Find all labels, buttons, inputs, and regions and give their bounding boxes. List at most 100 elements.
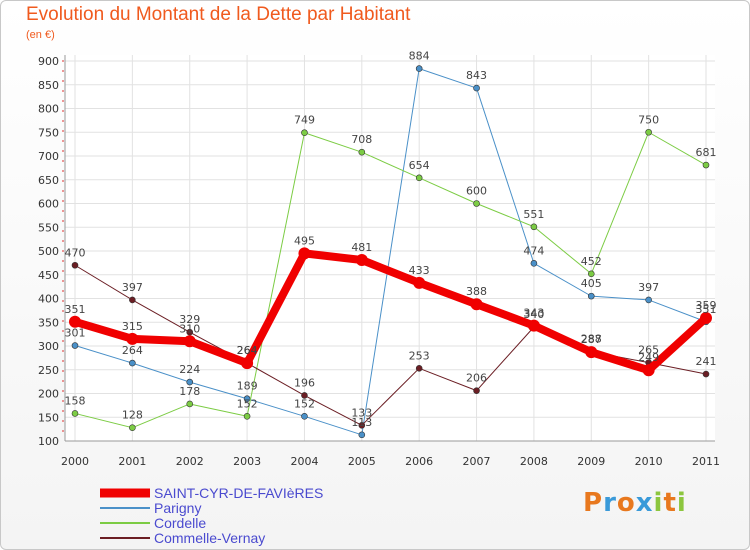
data-label: 310 bbox=[179, 322, 200, 335]
data-point bbox=[413, 276, 426, 289]
data-point bbox=[301, 412, 308, 420]
data-label: 253 bbox=[409, 349, 430, 362]
x-tick-label: 2009 bbox=[577, 455, 605, 468]
data-point bbox=[587, 292, 595, 300]
y-tick-label: 300 bbox=[38, 340, 59, 353]
series-line bbox=[74, 68, 707, 436]
data-point bbox=[645, 128, 652, 136]
data-point bbox=[129, 359, 136, 367]
data-label: 397 bbox=[638, 281, 659, 294]
legend-label: Parigny bbox=[154, 500, 201, 516]
y-tick-label: 550 bbox=[38, 221, 59, 234]
data-label: 264 bbox=[237, 344, 258, 357]
data-label: 113 bbox=[351, 416, 372, 429]
data-label: 178 bbox=[179, 385, 200, 398]
y-tick-label: 400 bbox=[38, 293, 59, 306]
data-point bbox=[585, 346, 598, 359]
logo-letter: P bbox=[583, 488, 604, 518]
data-label: 452 bbox=[581, 255, 602, 268]
data-label: 264 bbox=[237, 344, 258, 357]
data-label: 600 bbox=[466, 185, 487, 198]
x-tick-label: 2006 bbox=[405, 455, 433, 468]
data-point bbox=[186, 400, 194, 408]
data-point bbox=[358, 431, 366, 439]
data-point bbox=[186, 378, 194, 386]
data-label: 189 bbox=[237, 380, 258, 393]
chart-title: Evolution du Montant de la Dette par Hab… bbox=[26, 4, 411, 25]
data-point bbox=[473, 387, 480, 394]
x-tick-label: 2000 bbox=[61, 455, 89, 468]
data-point bbox=[71, 410, 79, 417]
y-tick-label: 150 bbox=[38, 411, 59, 424]
y-tick-label: 350 bbox=[38, 316, 59, 329]
y-tick-label: 700 bbox=[38, 150, 59, 163]
data-label: 133 bbox=[351, 406, 372, 419]
data-label: 843 bbox=[466, 69, 487, 82]
logo-letter: o bbox=[616, 488, 636, 518]
data-point bbox=[358, 148, 366, 156]
x-tick-label: 2010 bbox=[635, 455, 663, 468]
data-point bbox=[473, 84, 480, 92]
data-label: 495 bbox=[294, 234, 315, 247]
data-point bbox=[470, 298, 483, 311]
data-point bbox=[473, 200, 480, 207]
y-tick-label: 800 bbox=[38, 103, 59, 116]
series-line bbox=[71, 249, 710, 375]
data-label: 315 bbox=[122, 320, 143, 333]
logo-letter: r bbox=[603, 488, 617, 518]
data-point bbox=[126, 332, 139, 345]
data-label: 749 bbox=[294, 114, 315, 127]
data-label: 359 bbox=[696, 299, 717, 312]
y-tick-label: 500 bbox=[38, 245, 59, 258]
data-label: 351 bbox=[696, 303, 717, 316]
data-point bbox=[415, 365, 423, 372]
y-tick-label: 450 bbox=[38, 269, 59, 282]
data-label: 152 bbox=[294, 397, 315, 410]
data-point bbox=[355, 254, 368, 267]
x-tick-label: 2003 bbox=[233, 455, 261, 468]
data-point bbox=[129, 424, 136, 432]
data-label: 551 bbox=[523, 208, 544, 221]
x-tick-label: 2007 bbox=[463, 455, 491, 468]
data-label: 152 bbox=[237, 397, 258, 410]
series-line bbox=[74, 131, 707, 429]
data-label: 265 bbox=[638, 344, 659, 357]
plot-area bbox=[65, 55, 715, 441]
data-label: 249 bbox=[638, 351, 659, 364]
legend-label: Commelle-Vernay bbox=[154, 530, 265, 546]
data-label: 481 bbox=[351, 241, 372, 254]
data-label: 329 bbox=[179, 313, 200, 326]
data-label: 288 bbox=[581, 333, 602, 346]
data-label: 474 bbox=[523, 244, 544, 257]
data-point bbox=[71, 261, 79, 269]
data-point bbox=[241, 357, 254, 370]
data-point bbox=[186, 328, 194, 336]
proxiti-logo: Proxiti bbox=[583, 488, 687, 518]
data-point bbox=[183, 335, 196, 348]
data-label: 433 bbox=[409, 264, 430, 277]
x-tick-label: 2008 bbox=[520, 455, 548, 468]
data-label: 128 bbox=[122, 409, 143, 422]
x-tick-label: 2005 bbox=[348, 455, 376, 468]
data-point bbox=[587, 270, 595, 278]
logo-letter: t bbox=[663, 488, 677, 518]
data-label: 750 bbox=[638, 113, 659, 126]
data-label: 388 bbox=[466, 285, 487, 298]
data-label: 884 bbox=[409, 50, 430, 63]
data-label: 196 bbox=[294, 376, 315, 389]
y-tick-label: 600 bbox=[38, 198, 59, 211]
chart-subtitle: (en €) bbox=[26, 29, 55, 41]
y-tick-label: 200 bbox=[38, 388, 59, 401]
data-point bbox=[415, 65, 423, 72]
data-label: 241 bbox=[696, 355, 717, 368]
data-label: 158 bbox=[65, 394, 86, 407]
logo-letter: i bbox=[653, 488, 664, 518]
data-point bbox=[243, 412, 251, 420]
data-label: 397 bbox=[122, 281, 143, 294]
data-point bbox=[301, 129, 308, 137]
x-tick-label: 2011 bbox=[692, 455, 720, 468]
logo-letter: i bbox=[676, 488, 687, 518]
data-point bbox=[298, 247, 311, 260]
data-label: 264 bbox=[122, 344, 143, 357]
data-label: 224 bbox=[179, 363, 200, 376]
